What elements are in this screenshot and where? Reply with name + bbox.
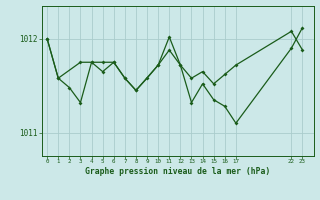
X-axis label: Graphe pression niveau de la mer (hPa): Graphe pression niveau de la mer (hPa) [85,167,270,176]
